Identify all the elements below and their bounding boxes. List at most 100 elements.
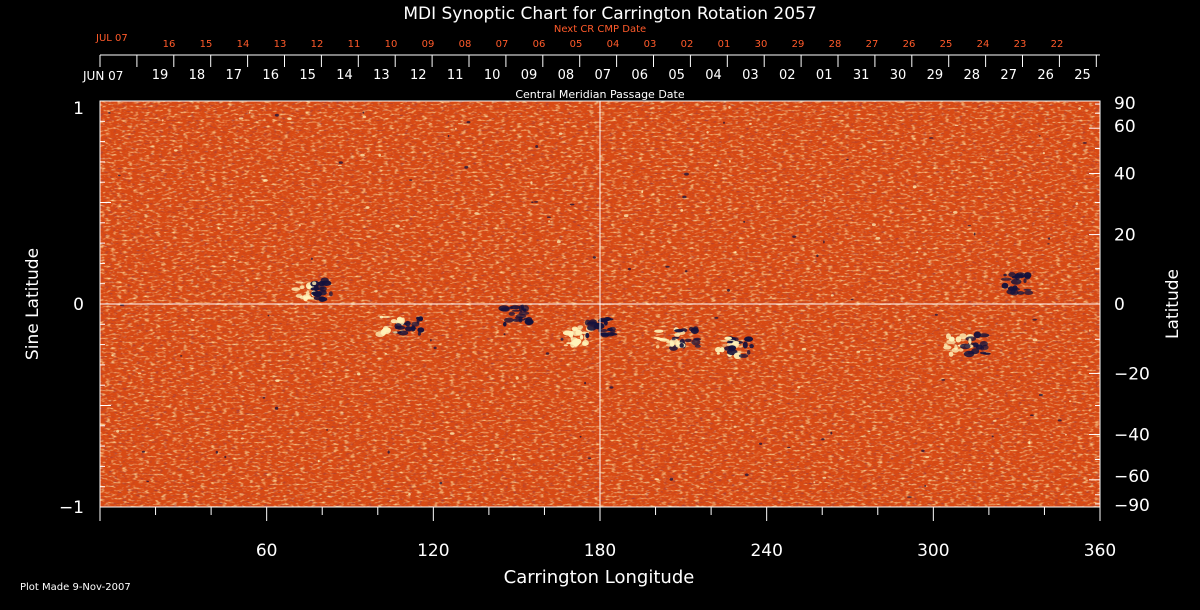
region-flux-patch	[1001, 282, 1009, 289]
next-cr-day-label: 15	[200, 39, 213, 50]
next-cr-day-label: 01	[718, 39, 731, 50]
cmp-day-label: 12	[410, 68, 427, 83]
network-flux-element	[821, 438, 825, 441]
network-flux-element	[503, 333, 506, 336]
region-flux-patch	[311, 291, 318, 296]
region-flux-patch	[609, 326, 616, 332]
cmp-day-label: 08	[558, 68, 575, 83]
region-flux-patch	[390, 319, 398, 324]
region-flux-patch	[720, 339, 729, 342]
region-flux-patch	[1016, 291, 1025, 295]
region-flux-patch	[417, 327, 425, 333]
network-flux-element	[1032, 338, 1038, 342]
network-flux-element	[963, 468, 966, 472]
network-flux-element	[629, 253, 632, 256]
network-flux-element	[558, 132, 563, 135]
region-flux-patch	[593, 322, 605, 330]
network-flux-element	[233, 259, 236, 262]
region-flux-patch	[692, 326, 699, 332]
region-flux-patch	[943, 343, 948, 347]
network-flux-element	[161, 119, 164, 122]
network-flux-element	[317, 459, 320, 463]
cmp-day-label: 03	[742, 68, 759, 83]
network-flux-element	[868, 430, 870, 432]
x-tick-label: 180	[584, 541, 616, 561]
network-flux-element	[274, 406, 279, 410]
active-region	[1000, 272, 1034, 296]
network-flux-element	[953, 211, 958, 214]
next-cr-day-label: 03	[644, 39, 657, 50]
network-flux-element	[224, 455, 227, 459]
network-flux-element	[751, 429, 754, 432]
region-flux-patch	[654, 329, 664, 333]
cmp-day-label: 25	[1074, 68, 1091, 83]
network-flux-element	[992, 420, 997, 422]
network-flux-element	[684, 172, 689, 176]
date-scale-ticks	[99, 55, 1097, 67]
network-flux-element	[287, 117, 292, 120]
network-flux-element	[1042, 152, 1045, 155]
network-flux-element	[408, 492, 411, 496]
region-flux-patch	[732, 341, 739, 345]
network-flux-element	[384, 352, 387, 355]
region-flux-patch	[511, 309, 521, 312]
region-flux-patch	[524, 320, 534, 324]
region-flux-patch	[1023, 288, 1032, 291]
cmp-day-label: 05	[668, 68, 685, 83]
network-flux-element	[1078, 107, 1082, 110]
region-flux-patch	[295, 281, 304, 284]
network-flux-element	[449, 432, 455, 435]
network-flux-element	[274, 113, 279, 117]
network-flux-element	[141, 450, 145, 453]
cmp-month: JUN 07	[82, 69, 123, 83]
network-flux-element	[850, 298, 854, 300]
network-flux-element	[530, 181, 533, 185]
region-flux-patch	[973, 331, 982, 339]
region-flux-patch	[599, 329, 608, 332]
region-flux-patch	[310, 287, 320, 291]
network-flux-element	[875, 236, 881, 240]
region-flux-patch	[375, 331, 385, 338]
region-flux-patch	[405, 326, 413, 332]
next-cr-day-label: 08	[459, 39, 472, 50]
region-flux-patch	[299, 285, 305, 290]
y-axis-label-right: Latitude	[1163, 269, 1183, 339]
network-flux-element	[682, 195, 687, 199]
network-flux-element	[916, 251, 919, 254]
network-flux-element	[706, 131, 709, 134]
network-flux-element	[512, 457, 515, 461]
next-cr-day-label: 26	[903, 39, 916, 50]
network-flux-element	[326, 429, 329, 431]
network-flux-element	[872, 148, 877, 151]
bottom-axis-ticks	[99, 507, 1101, 521]
cmp-day-label: 13	[373, 68, 390, 83]
y-tick-left-0: 0	[73, 295, 84, 315]
region-flux-patch	[416, 316, 421, 320]
network-flux-element	[378, 153, 382, 157]
region-flux-patch	[671, 338, 676, 341]
network-flux-element	[980, 158, 985, 160]
y-tick-right-label: 20	[1114, 226, 1136, 246]
network-flux-element	[1030, 414, 1034, 417]
region-flux-patch	[979, 351, 987, 355]
active-region	[715, 336, 754, 360]
region-flux-patch	[562, 330, 574, 336]
region-flux-patch	[312, 281, 317, 286]
region-flux-patch	[693, 337, 701, 341]
region-flux-patch	[716, 352, 720, 355]
region-flux-patch	[577, 325, 584, 329]
network-flux-element	[830, 294, 834, 297]
network-flux-element	[823, 199, 826, 202]
region-flux-patch	[318, 290, 327, 296]
network-flux-element	[1075, 202, 1079, 206]
cmp-day-labels: 19 18 17 16 15 14 13 12 11 10 09 08 07 06 05 04 03 02 01 31…	[152, 68, 1091, 83]
region-flux-patch	[522, 308, 527, 312]
network-flux-element	[173, 149, 178, 152]
region-flux-patch	[948, 336, 955, 342]
network-flux-element	[822, 476, 827, 479]
network-flux-element	[1028, 441, 1031, 445]
cmp-day-label: 07	[595, 68, 612, 83]
network-flux-element	[119, 304, 125, 306]
cmp-day-label: 27	[1000, 68, 1017, 83]
region-flux-patch	[951, 347, 960, 353]
